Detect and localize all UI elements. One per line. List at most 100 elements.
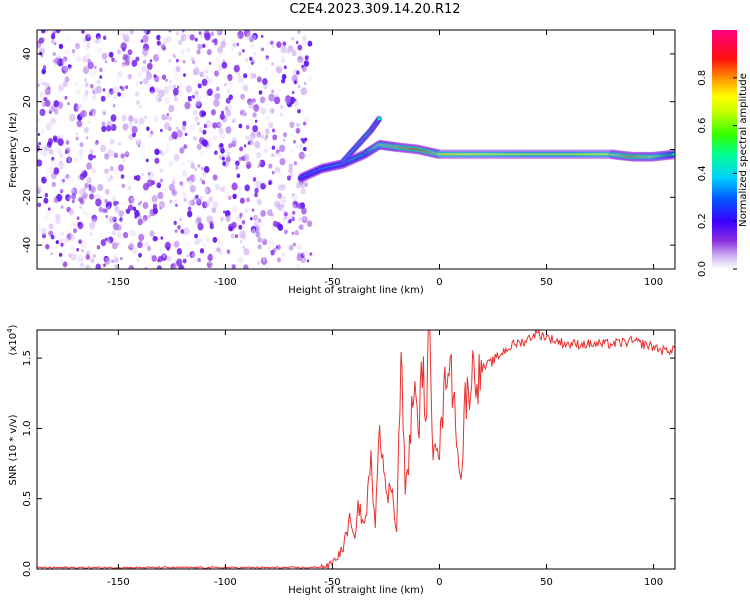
noise-cell: [166, 255, 172, 262]
noise-cell: [194, 237, 200, 246]
noise-cell: [220, 86, 227, 93]
noise-cell: [163, 112, 167, 117]
noise-cell: [44, 192, 49, 198]
noise-cell: [37, 43, 41, 51]
noise-cell: [281, 208, 287, 214]
noise-cell: [202, 194, 208, 201]
noise-cell: [196, 198, 202, 206]
noise-cell: [78, 82, 84, 89]
noise-cell: [274, 200, 281, 208]
noise-cell: [266, 41, 271, 46]
noise-cell: [107, 236, 114, 244]
noise-cell: [281, 252, 286, 258]
noise-cell: [258, 90, 263, 95]
noise-cell: [129, 170, 133, 174]
noise-cell: [217, 120, 224, 128]
noise-cell: [78, 103, 83, 109]
noise-cell: [116, 160, 121, 165]
noise-cell: [117, 92, 121, 97]
noise-cell: [180, 162, 184, 167]
noise-cell: [50, 39, 55, 44]
track-core: [672, 153, 675, 156]
noise-cell: [276, 65, 283, 74]
noise-cell: [179, 175, 184, 181]
noise-cell: [257, 244, 262, 250]
noise-cell: [101, 125, 107, 133]
noise-cell: [72, 265, 77, 269]
noise-cell: [136, 258, 140, 263]
noise-cell: [242, 84, 249, 92]
noise-cell: [276, 149, 280, 155]
noise-cell: [212, 122, 218, 129]
noise-cell: [208, 196, 214, 202]
noise-cell: [127, 229, 132, 235]
noise-cell: [123, 34, 130, 43]
noise-cell: [173, 199, 178, 205]
noise-cell: [293, 100, 299, 107]
noise-cell: [227, 195, 232, 201]
noise-cell: [99, 75, 103, 79]
noise-cell: [181, 169, 188, 178]
noise-cell: [71, 180, 77, 186]
noise-cell: [251, 228, 256, 235]
spectrogram-x-ticks: -150 -100 -50 0 50 100: [107, 30, 663, 288]
noise-cell: [302, 216, 307, 221]
noise-cell: [57, 161, 65, 170]
noise-cell: [186, 254, 189, 258]
noise-cell: [260, 209, 266, 217]
noise-cell: [264, 136, 268, 141]
noise-cell: [113, 169, 118, 175]
y-tick-label: 1.5: [22, 350, 33, 366]
noise-cell: [68, 196, 72, 201]
noise-cell: [174, 229, 178, 233]
x-tick-label: 0: [436, 577, 442, 588]
noise-cell: [111, 89, 117, 96]
noise-cell: [199, 177, 203, 182]
noise-cell: [178, 39, 183, 45]
noise-cell: [65, 194, 71, 202]
noise-cell: [173, 55, 177, 59]
noise-cell: [193, 196, 196, 201]
noise-cell: [75, 132, 78, 136]
noise-cell: [277, 151, 280, 155]
noise-cell: [41, 30, 46, 34]
noise-cell: [211, 207, 217, 214]
noise-cell: [90, 185, 96, 193]
noise-cell: [79, 205, 83, 209]
noise-cell: [124, 151, 130, 158]
noise-cell: [114, 90, 118, 95]
noise-cell: [201, 78, 208, 87]
noise-cell: [161, 74, 167, 80]
noise-cell: [47, 86, 51, 90]
noise-cell: [72, 52, 76, 57]
noise-cell: [76, 248, 80, 252]
noise-cell: [295, 145, 299, 149]
noise-cell: [99, 67, 103, 73]
noise-cell: [220, 186, 225, 192]
noise-cell: [261, 235, 266, 242]
noise-cell: [162, 248, 168, 255]
noise-cell: [55, 240, 59, 245]
noise-cell: [87, 33, 91, 38]
noise-cell: [206, 215, 213, 224]
noise-cell: [56, 147, 62, 154]
noise-cell: [112, 86, 119, 94]
noise-cell: [37, 93, 40, 98]
noise-cell: [66, 157, 71, 164]
noise-cell: [100, 195, 103, 199]
noise-cell: [37, 186, 41, 195]
noise-cell: [236, 34, 240, 38]
noise-cell: [240, 93, 246, 100]
noise-cell: [291, 193, 295, 197]
noise-cell: [71, 193, 76, 200]
noise-cell: [171, 176, 176, 183]
noise-cell: [44, 99, 51, 107]
noise-cell: [123, 219, 128, 226]
noise-cell: [278, 63, 284, 70]
noise-cell: [53, 137, 57, 142]
noise-cell: [183, 35, 189, 42]
noise-cell: [249, 72, 255, 80]
noise-cell: [89, 70, 96, 78]
noise-cell: [130, 196, 136, 204]
noise-cell: [197, 83, 202, 89]
